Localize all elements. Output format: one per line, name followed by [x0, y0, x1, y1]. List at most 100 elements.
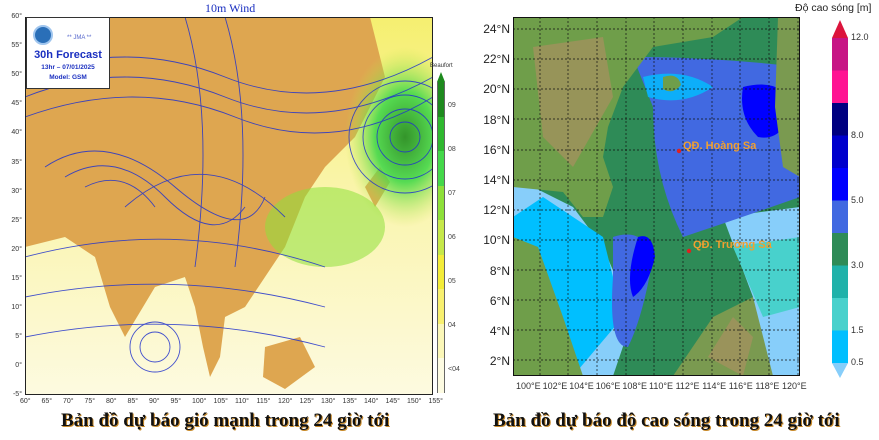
borneo [263, 337, 315, 389]
lat-tick-label: 55° [11, 42, 22, 50]
lat-tick-label: 10°N [483, 233, 510, 248]
lon-tick-label: 100° [192, 398, 207, 405]
lon-tick-label: 120° [278, 398, 293, 405]
wave-map-caption: Bản đồ dự báo độ cao sóng trong 24 giờ t… [493, 410, 840, 431]
lat-tick-label: 22°N [483, 52, 510, 67]
lat-tick-label: 4°N [489, 324, 510, 338]
lon-tick-label: 85° [127, 398, 139, 405]
colorbar-arrow [437, 72, 445, 82]
lon-tick-label: 150° [407, 398, 422, 405]
jma-logo-icon [33, 25, 53, 45]
asia-landmass [25, 17, 385, 347]
lon-tick-label: 125° [299, 398, 314, 405]
colorbar-arrow-bottom [832, 363, 848, 378]
lat-tick-label: 25° [11, 216, 22, 224]
beaufort-colorbar [437, 72, 445, 393]
colorbar-segment [832, 200, 848, 234]
lat-tick-label: -5° [12, 391, 22, 399]
colorbar-label: <04 [448, 366, 460, 373]
lat-tick-label: 10° [11, 304, 22, 311]
lon-tick-label: 112°E [675, 381, 700, 391]
colorbar-segment [437, 220, 445, 255]
colorbar-arrow-top [832, 20, 848, 38]
colorbar-segment [832, 38, 848, 71]
colorbar-segment [437, 358, 445, 393]
colorbar-segment [832, 135, 848, 169]
lat-tick-label: 12°N [483, 203, 510, 218]
colorbar-segment [832, 103, 848, 136]
philippines-land [775, 17, 800, 177]
lat-tick-label: 40° [11, 129, 22, 137]
hoang-sa-marker [676, 148, 682, 154]
lat-tick-label: 14°N [483, 173, 510, 187]
colorbar-label: 5.0 [851, 194, 864, 205]
lon-tick-label: 105° [213, 398, 228, 405]
lat-tick-label: 50° [11, 71, 22, 79]
lat-tick-label: 6°N [489, 293, 510, 308]
colorbar-segment [437, 185, 445, 221]
lat-tick-label: 2°N [489, 354, 510, 369]
colorbar-segment [437, 254, 445, 290]
lon-tick-label: 104°E [569, 381, 594, 391]
lon-tick-label: 65° [41, 398, 53, 405]
lon-tick-label: 95° [170, 398, 182, 405]
truong-sa-marker [686, 248, 692, 254]
colorbar-segment [832, 233, 848, 266]
colorbar-segment [437, 116, 445, 152]
lon-tick-label: 135° [342, 398, 357, 405]
lon-tick-label: 100°E [516, 381, 541, 391]
lat-tick-label: 35° [11, 158, 22, 166]
place-label-truong-sa: QĐ. Trường Sa [693, 239, 772, 251]
hainan-land [663, 75, 681, 92]
lon-tick-label: 110°E [649, 381, 673, 391]
lon-tick-label: 120°E [782, 381, 807, 391]
wind-map-title: 10m Wind [205, 1, 256, 15]
jma-agency: ** JMA ** [67, 35, 92, 41]
colorbar-segment [832, 70, 848, 104]
wave-colorbar-title: Độ cao sóng [m] [795, 2, 872, 14]
colorbar-segment [832, 330, 848, 364]
colorbar-label: 09 [448, 102, 456, 109]
colorbar-label: 06 [448, 234, 456, 241]
lon-tick-label: 60° [20, 398, 31, 405]
lon-tick-label: 75° [84, 398, 96, 405]
wave-map[interactable] [513, 17, 800, 376]
colorbar-segment [437, 151, 445, 186]
colorbar-label: 8.0 [851, 129, 864, 140]
lat-tick-label: 15° [11, 274, 22, 282]
forecast-valid-time: 13hr – 07/01/2025 [41, 64, 95, 71]
wind-map-caption: Bản đồ dự báo gió mạnh trong 24 giờ tới [61, 410, 390, 431]
wind-map[interactable] [25, 17, 433, 395]
colorbar-segment [437, 82, 445, 117]
lon-tick-label: 80° [106, 398, 117, 405]
colorbar-segment [832, 168, 848, 201]
lon-tick-label: 108°E [622, 381, 648, 391]
place-label-hoang-sa: QĐ. Hoàng Sa [683, 140, 757, 152]
lon-tick-label: 155° [428, 398, 443, 405]
indochina [185, 267, 225, 377]
colorbar-label: 1.5 [851, 324, 864, 335]
lon-tick-label: 140° [364, 398, 379, 405]
lat-tick-label: 16°N [483, 142, 510, 157]
lat-tick-label: 5° [15, 333, 22, 341]
lat-tick-label: 20° [11, 245, 22, 253]
wave-height-colorbar [832, 20, 848, 378]
malay-peninsula [513, 237, 583, 376]
lat-tick-label: 8°N [489, 263, 510, 278]
lon-tick-label: 116°E [728, 381, 753, 391]
forecast-label: 30h Forecast [34, 49, 102, 61]
lat-tick-label: 60° [11, 13, 22, 20]
colorbar-segment [832, 265, 848, 299]
colorbar-label: 04 [448, 322, 456, 329]
lon-tick-label: 70° [63, 398, 74, 405]
lat-tick-label: 45° [11, 100, 22, 108]
colorbar-label: 07 [448, 190, 456, 197]
lat-tick-label: 0° [15, 362, 22, 370]
colorbar-segment [437, 323, 445, 359]
lon-tick-label: 145° [385, 398, 400, 405]
lon-tick-label: 114°E [702, 381, 727, 391]
lon-tick-label: 130° [321, 398, 336, 405]
model-label: Model: GSM [49, 74, 87, 81]
colorbar-label: 05 [448, 278, 456, 285]
lon-tick-label: 106°E [595, 381, 621, 391]
